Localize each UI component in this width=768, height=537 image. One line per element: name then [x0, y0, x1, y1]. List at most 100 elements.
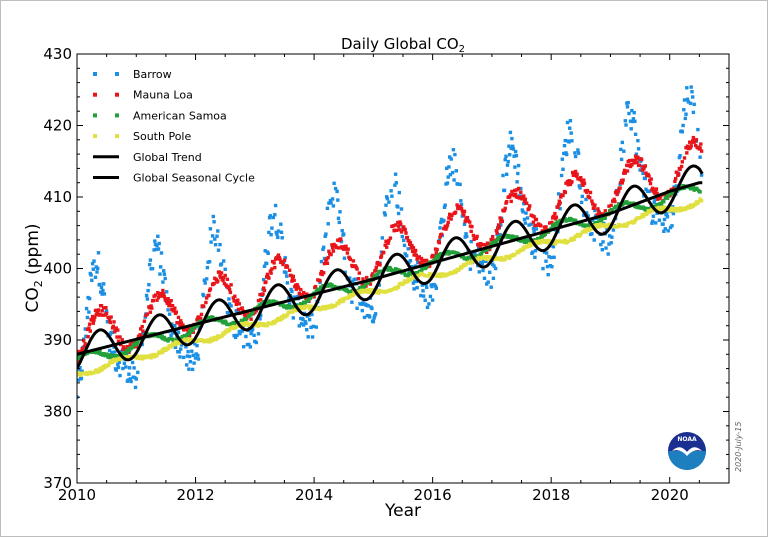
data-point	[303, 319, 307, 324]
data-point	[486, 241, 490, 246]
data-point	[102, 282, 106, 286]
data-point	[78, 366, 82, 370]
data-point	[329, 252, 333, 257]
data-point	[269, 271, 273, 275]
data-point	[185, 327, 190, 331]
data-point	[169, 299, 173, 303]
data-point	[481, 243, 485, 247]
data-point	[657, 206, 662, 210]
data-point	[112, 320, 116, 324]
data-point	[144, 293, 149, 298]
data-point	[571, 170, 575, 175]
data-point	[651, 214, 656, 218]
data-point	[624, 123, 628, 127]
data-point	[295, 283, 299, 287]
data-point	[494, 240, 499, 244]
data-point	[402, 271, 407, 275]
data-point	[445, 223, 450, 227]
data-point	[491, 235, 495, 239]
data-point	[447, 165, 451, 169]
data-point	[399, 207, 404, 211]
data-point	[149, 356, 153, 360]
data-point	[357, 287, 361, 291]
data-point	[101, 288, 105, 293]
data-point	[500, 219, 504, 223]
data-point	[264, 280, 268, 284]
data-point	[314, 325, 318, 329]
data-point	[406, 247, 410, 251]
data-point	[227, 287, 232, 292]
data-point	[305, 292, 309, 296]
data-point	[130, 345, 135, 349]
y-tick-label: 390	[43, 331, 72, 349]
data-point	[604, 246, 608, 250]
data-point	[655, 211, 659, 215]
data-point	[652, 200, 656, 204]
data-point	[601, 240, 605, 244]
data-point	[296, 286, 301, 290]
data-point	[162, 272, 167, 276]
data-point	[457, 267, 461, 271]
data-point	[77, 378, 81, 382]
data-point	[187, 367, 191, 371]
data-point	[575, 172, 579, 176]
data-point	[383, 243, 387, 247]
data-point	[85, 315, 90, 320]
data-point	[157, 241, 161, 246]
data-point	[256, 332, 261, 336]
legend-label-south-pole: South Pole	[133, 130, 191, 143]
data-point	[684, 112, 688, 116]
data-point	[582, 181, 587, 186]
data-point	[301, 293, 305, 297]
data-point	[442, 205, 447, 209]
data-point	[573, 154, 578, 159]
data-point	[552, 224, 556, 228]
data-point	[316, 287, 320, 291]
data-point	[688, 101, 693, 105]
data-point	[124, 365, 128, 369]
data-point	[160, 334, 164, 338]
data-point	[516, 171, 520, 176]
data-point	[173, 306, 177, 310]
data-point	[335, 189, 339, 194]
data-point	[666, 229, 670, 233]
data-point	[323, 307, 327, 311]
data-point	[556, 239, 560, 243]
data-point	[482, 259, 486, 263]
data-point	[116, 339, 121, 343]
data-point	[682, 156, 687, 160]
data-point	[630, 108, 634, 113]
data-point	[192, 361, 196, 365]
data-point	[302, 290, 306, 295]
data-point	[648, 181, 653, 186]
data-point	[113, 350, 117, 354]
data-point	[498, 216, 502, 220]
data-point	[290, 279, 294, 283]
data-point	[648, 189, 652, 193]
data-point	[219, 262, 224, 266]
data-point	[331, 249, 336, 253]
data-point	[633, 204, 637, 209]
data-point	[162, 295, 167, 299]
data-point	[573, 169, 578, 174]
data-point	[674, 184, 679, 188]
data-point	[625, 169, 630, 173]
data-point	[662, 200, 666, 204]
data-point	[699, 199, 704, 203]
data-point	[680, 130, 684, 134]
data-point	[273, 265, 277, 270]
data-point	[278, 257, 282, 261]
data-point	[162, 269, 166, 273]
data-point	[310, 335, 315, 339]
data-point	[445, 225, 449, 229]
data-point	[560, 157, 564, 161]
data-point	[553, 211, 557, 216]
data-point	[584, 197, 588, 202]
data-point	[330, 305, 335, 309]
data-point	[284, 270, 288, 275]
data-point	[215, 337, 219, 341]
data-point	[421, 289, 425, 293]
data-point	[116, 362, 120, 367]
data-point	[117, 360, 121, 364]
data-point	[554, 223, 559, 227]
